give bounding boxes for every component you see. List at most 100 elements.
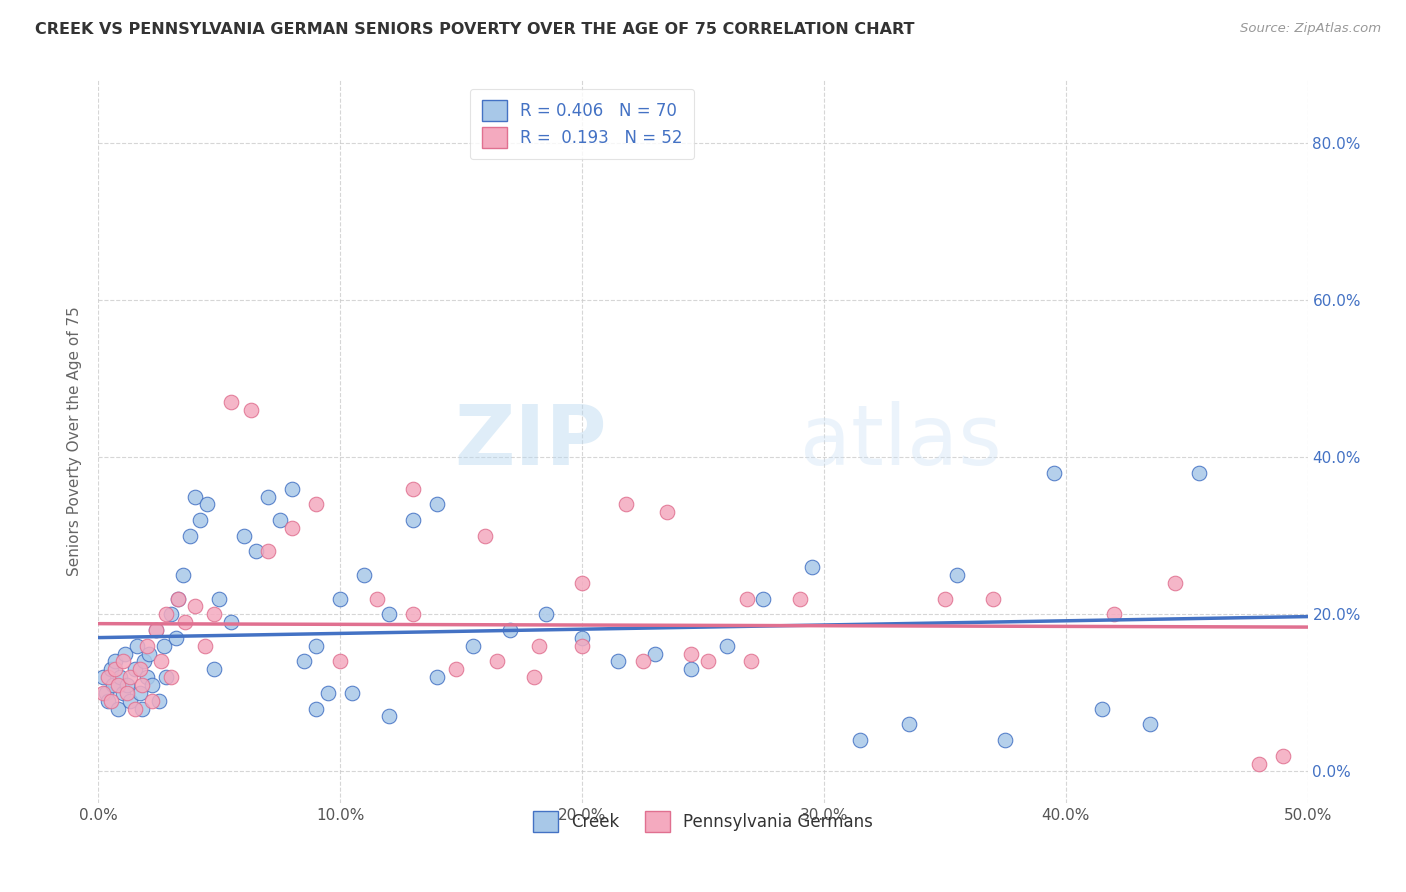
Point: [117, 678, 139, 692]
Point: [402, 513, 425, 527]
Point: [269, 513, 291, 527]
Text: CREEK VS PENNSYLVANIA GERMAN SENIORS POVERTY OVER THE AGE OF 75 CORRELATION CHAR: CREEK VS PENNSYLVANIA GERMAN SENIORS POV…: [35, 22, 915, 37]
Point: [94, 686, 117, 700]
Point: [128, 662, 150, 676]
Point: [134, 655, 156, 669]
Point: [463, 639, 485, 653]
Point: [527, 639, 550, 653]
Point: [114, 647, 136, 661]
Point: [1188, 466, 1211, 480]
Point: [644, 647, 666, 661]
Point: [305, 639, 328, 653]
Y-axis label: Seniors Poverty Over the Age of 75: Seniors Poverty Over the Age of 75: [67, 307, 83, 576]
Point: [174, 615, 197, 630]
Point: [128, 686, 150, 700]
Point: [100, 662, 122, 676]
Point: [402, 607, 425, 622]
Point: [138, 647, 160, 661]
Point: [426, 670, 449, 684]
Point: [329, 591, 352, 606]
Point: [148, 694, 170, 708]
Point: [946, 568, 969, 582]
Point: [131, 701, 153, 715]
Point: [100, 694, 122, 708]
Point: [239, 403, 262, 417]
Point: [498, 623, 520, 637]
Point: [131, 678, 153, 692]
Point: [1249, 756, 1271, 771]
Point: [150, 655, 173, 669]
Point: [97, 694, 120, 708]
Point: [124, 662, 146, 676]
Point: [155, 607, 177, 622]
Point: [107, 678, 129, 692]
Point: [111, 655, 134, 669]
Point: [208, 591, 231, 606]
Point: [614, 497, 637, 511]
Point: [571, 575, 593, 590]
Point: [679, 662, 702, 676]
Point: [160, 607, 183, 622]
Point: [232, 529, 254, 543]
Point: [281, 521, 304, 535]
Point: [1102, 607, 1125, 622]
Point: [1272, 748, 1295, 763]
Point: [135, 639, 157, 653]
Point: [127, 639, 149, 653]
Point: [124, 701, 146, 715]
Point: [571, 631, 593, 645]
Point: [1163, 575, 1185, 590]
Point: [981, 591, 1004, 606]
Point: [97, 670, 120, 684]
Point: [160, 670, 183, 684]
Point: [426, 497, 449, 511]
Point: [800, 560, 823, 574]
Point: [221, 615, 243, 630]
Point: [118, 694, 141, 708]
Point: [107, 701, 129, 715]
Point: [342, 686, 364, 700]
Point: [849, 733, 872, 747]
Point: [165, 631, 187, 645]
Point: [104, 662, 127, 676]
Point: [377, 607, 399, 622]
Point: [145, 623, 167, 637]
Point: [402, 482, 425, 496]
Point: [716, 639, 738, 653]
Point: [1091, 701, 1114, 715]
Point: [91, 670, 114, 684]
Point: [204, 662, 226, 676]
Point: [281, 482, 304, 496]
Point: [655, 505, 678, 519]
Point: [155, 670, 177, 684]
Point: [118, 670, 141, 684]
Point: [523, 670, 546, 684]
Point: [329, 655, 352, 669]
Point: [194, 639, 217, 653]
Point: [117, 686, 139, 700]
Point: [204, 607, 226, 622]
Point: [1139, 717, 1161, 731]
Point: [752, 591, 775, 606]
Point: [534, 607, 557, 622]
Point: [740, 655, 762, 669]
Point: [735, 591, 758, 606]
Point: [292, 655, 315, 669]
Point: [111, 686, 134, 700]
Point: [631, 655, 654, 669]
Point: [486, 655, 509, 669]
Point: [1042, 466, 1064, 480]
Point: [474, 529, 496, 543]
Point: [994, 733, 1017, 747]
Point: [245, 544, 267, 558]
Point: [696, 655, 718, 669]
Point: [256, 544, 278, 558]
Point: [316, 686, 339, 700]
Point: [184, 599, 207, 614]
Point: [141, 694, 163, 708]
Point: [897, 717, 920, 731]
Point: [221, 395, 243, 409]
Point: [305, 497, 328, 511]
Text: atlas: atlas: [800, 401, 1001, 482]
Point: [167, 591, 190, 606]
